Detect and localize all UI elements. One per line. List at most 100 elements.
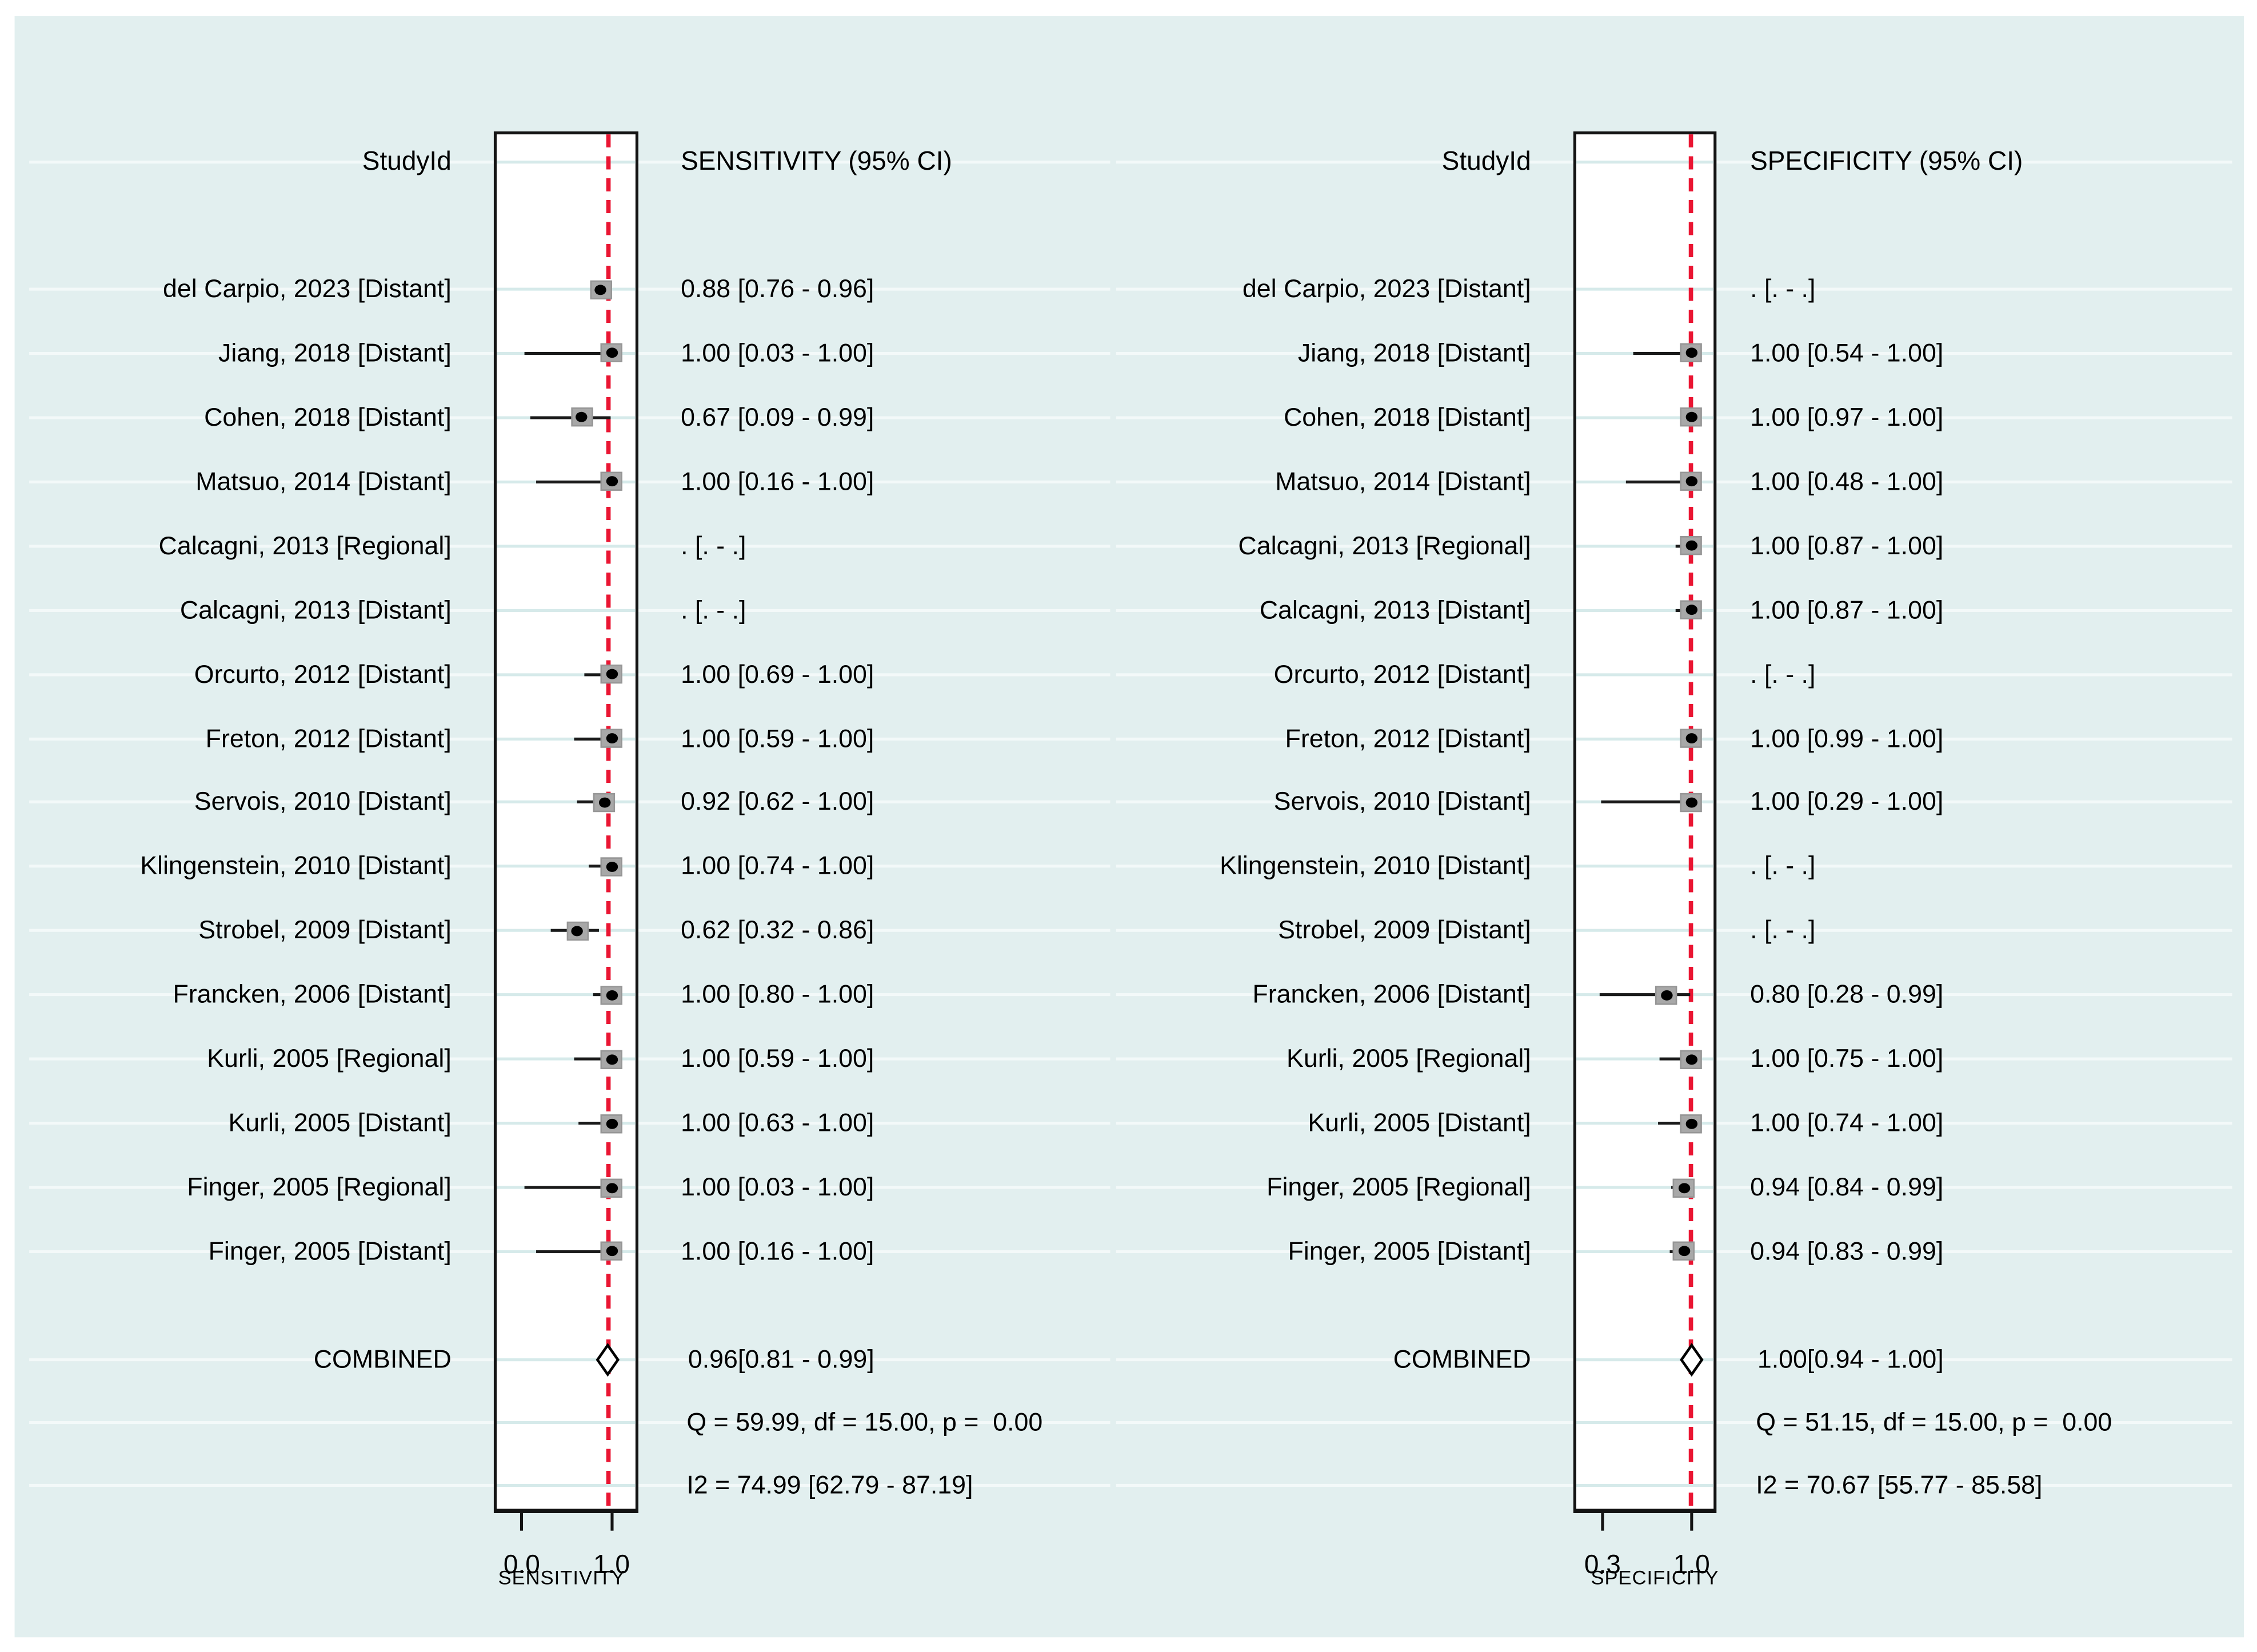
- ci-value: 1.00 [0.87 - 1.00]: [1750, 594, 1944, 624]
- study-label: Finger, 2005 [Regional]: [1267, 1172, 1531, 1202]
- point-estimate-dot: [605, 861, 618, 872]
- ci-value: 0.62 [0.32 - 0.86]: [681, 915, 874, 945]
- ci-value: 1.00 [0.16 - 1.00]: [681, 466, 874, 496]
- study-label: Strobel, 2009 [Distant]: [1278, 915, 1531, 945]
- ci-value: 1.00 [0.48 - 1.00]: [1750, 466, 1944, 496]
- gridline: [496, 1421, 636, 1425]
- axis-tick-label: 0.0: [503, 1549, 540, 1579]
- point-estimate-dot: [1685, 412, 1697, 423]
- combined-diamond: [596, 1343, 620, 1377]
- ci-line: [1633, 351, 1692, 355]
- ci-line: [1660, 1057, 1692, 1061]
- ci-value: 1.00 [0.74 - 1.00]: [681, 851, 874, 881]
- axis-tick: [1601, 1513, 1604, 1531]
- point-estimate-dot: [594, 284, 607, 295]
- point-estimate-marker: [1680, 1049, 1703, 1069]
- ci-value: 1.00 [0.03 - 1.00]: [681, 1172, 874, 1202]
- gridline: [1576, 608, 1714, 612]
- ci-value: . [. - .]: [681, 530, 746, 560]
- axis-title: SPECIFICITY: [1591, 1566, 1719, 1589]
- ci-value: . [. - .]: [1750, 915, 1816, 945]
- axis-tick: [610, 1513, 613, 1531]
- ci-line: [574, 1057, 612, 1061]
- reference-line-specificity: [1689, 134, 1694, 1509]
- ci-value: 0.88 [0.76 - 0.96]: [681, 274, 874, 303]
- point-estimate-dot: [1685, 541, 1697, 551]
- gridline: [496, 673, 636, 676]
- study-label: Finger, 2005 [Regional]: [187, 1172, 452, 1202]
- point-estimate-dot: [1685, 733, 1697, 744]
- column-header-study: StudyId: [362, 146, 452, 176]
- reference-line-sensitivity: [605, 134, 610, 1509]
- point-estimate-marker: [600, 343, 623, 363]
- study-label: Calcagni, 2013 [Regional]: [158, 530, 452, 560]
- combined-label: COMBINED: [313, 1344, 452, 1374]
- ci-line: [1658, 1122, 1692, 1125]
- study-label: Orcurto, 2012 [Distant]: [1273, 658, 1531, 688]
- point-estimate-dot: [1685, 605, 1697, 615]
- ci-value: 0.92 [0.62 - 1.00]: [681, 787, 874, 817]
- study-label: Kurli, 2005 [Distant]: [228, 1107, 452, 1137]
- column-header-effect: SPECIFICITY (95% CI): [1750, 146, 2023, 176]
- ci-value: 1.00 [0.59 - 1.00]: [681, 1043, 874, 1073]
- study-label: Kurli, 2005 [Regional]: [1286, 1043, 1531, 1073]
- point-estimate-marker: [1680, 600, 1703, 620]
- study-label: Servois, 2010 [Distant]: [1273, 787, 1531, 817]
- study-label: Calcagni, 2013 [Regional]: [1238, 530, 1531, 560]
- gridline: [496, 993, 636, 997]
- study-label: Cohen, 2018 [Distant]: [204, 402, 452, 431]
- ci-line: [574, 737, 612, 740]
- axis-title: SENSITIVITY: [498, 1566, 625, 1589]
- heterogeneity-stat: I2 = 70.67 [55.77 - 85.58]: [1756, 1470, 2043, 1499]
- point-estimate-dot: [1685, 348, 1697, 359]
- study-label: Strobel, 2009 [Distant]: [198, 915, 452, 945]
- study-label: Francken, 2006 [Distant]: [1252, 979, 1531, 1009]
- point-estimate-dot: [605, 990, 618, 1001]
- plot-canvas: [14, 16, 2244, 1638]
- ci-line: [578, 1122, 612, 1125]
- point-estimate-dot: [1685, 1118, 1697, 1129]
- ci-value: 1.00 [0.80 - 1.00]: [681, 979, 874, 1009]
- study-label: Finger, 2005 [Distant]: [1288, 1236, 1531, 1266]
- ci-value: 0.80 [0.28 - 0.99]: [1750, 979, 1944, 1009]
- gridline: [1576, 929, 1714, 933]
- ci-value: 1.00 [0.69 - 1.00]: [681, 658, 874, 688]
- ci-line: [536, 480, 612, 483]
- gridline: [496, 1358, 636, 1362]
- study-label: Calcagni, 2013 [Distant]: [179, 594, 452, 624]
- point-estimate-marker: [593, 793, 616, 812]
- gridline: [1576, 1122, 1714, 1125]
- point-estimate-dot: [605, 348, 618, 359]
- ci-value: 1.00 [0.16 - 1.00]: [681, 1236, 874, 1266]
- ci-value: 1.00 [0.99 - 1.00]: [1750, 723, 1944, 753]
- study-label: Francken, 2006 [Distant]: [173, 979, 452, 1009]
- axis-tick-label: 1.0: [593, 1549, 630, 1579]
- heterogeneity-stat: I2 = 74.99 [62.79 - 87.19]: [686, 1470, 973, 1499]
- point-estimate-dot: [605, 1054, 618, 1065]
- ci-value: 1.00 [0.75 - 1.00]: [1750, 1043, 1944, 1073]
- gridline: [496, 1483, 636, 1487]
- ci-value: 1.00 [0.87 - 1.00]: [1750, 530, 1944, 560]
- heterogeneity-stat: Q = 59.99, df = 15.00, p = 0.00: [686, 1407, 1043, 1437]
- study-label: del Carpio, 2023 [Distant]: [1242, 274, 1531, 303]
- point-estimate-dot: [598, 797, 610, 808]
- gridline: [496, 161, 636, 164]
- point-estimate-dot: [1678, 1182, 1690, 1193]
- study-label: Matsuo, 2014 [Distant]: [195, 466, 452, 496]
- gridline: [496, 737, 636, 740]
- ci-line: [1600, 993, 1691, 997]
- point-estimate-dot: [1685, 476, 1697, 487]
- ci-line: [584, 673, 612, 676]
- gridline: [1576, 1250, 1714, 1253]
- point-estimate-dot: [605, 733, 618, 744]
- gridline: [496, 608, 636, 612]
- combined-ci-value: 1.00[0.94 - 1.00]: [1757, 1344, 1944, 1374]
- heterogeneity-stat: Q = 51.15, df = 15.00, p = 0.00: [1756, 1407, 2112, 1437]
- gridline: [496, 865, 636, 869]
- ci-value: . [. - .]: [1750, 274, 1816, 303]
- ci-line: [1625, 480, 1692, 483]
- study-label: Finger, 2005 [Distant]: [208, 1236, 452, 1266]
- ci-value: 0.67 [0.09 - 0.99]: [681, 402, 874, 431]
- gridline: [1576, 865, 1714, 869]
- plot-box-sensitivity: [493, 131, 639, 1514]
